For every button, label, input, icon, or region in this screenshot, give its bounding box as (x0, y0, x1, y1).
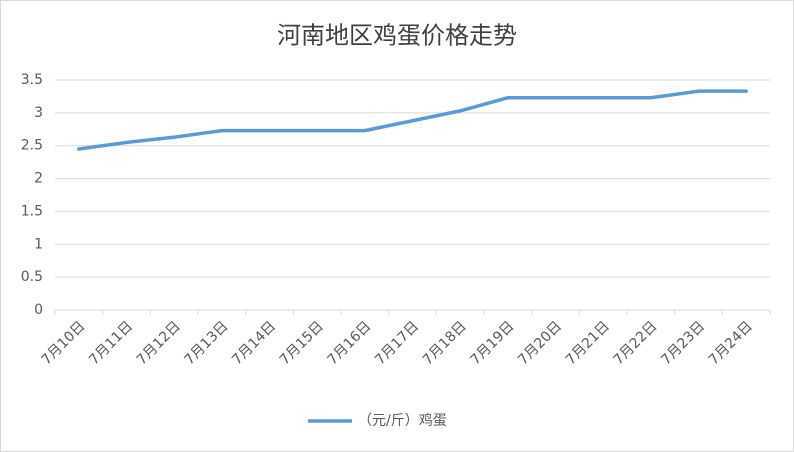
data-line (77, 89, 748, 151)
y-tick-label: 0.5 (21, 269, 43, 285)
y-tick-label: 1 (34, 236, 43, 252)
y-tick-label: 3 (34, 105, 43, 121)
y-tick-label: 2.5 (21, 138, 43, 154)
chart-title: 河南地区鸡蛋价格走势 (277, 22, 517, 50)
y-tick-label: 1.5 (21, 203, 43, 219)
y-tick-label: 3.5 (21, 72, 43, 88)
legend-label: （元/斤）鸡蛋 (358, 412, 447, 429)
y-tick-label: 2 (34, 171, 43, 187)
y-tick-label: 0 (34, 302, 43, 318)
